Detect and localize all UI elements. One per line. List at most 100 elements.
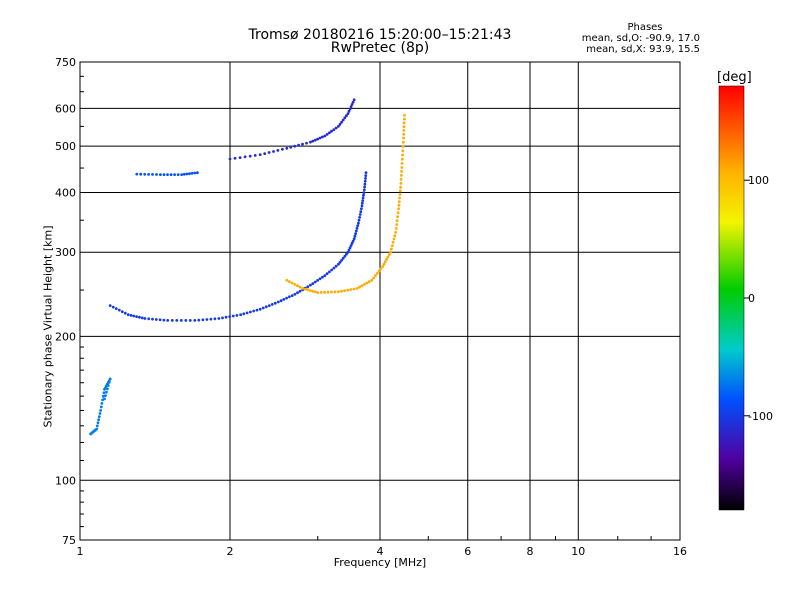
data-point xyxy=(365,281,369,285)
data-point xyxy=(243,155,247,159)
y-tick-label: 750 xyxy=(55,56,76,69)
data-point xyxy=(352,287,356,291)
data-point xyxy=(285,278,289,282)
data-point xyxy=(396,215,399,219)
data-point xyxy=(179,319,183,322)
data-point xyxy=(123,311,127,315)
data-point xyxy=(242,312,246,316)
data-point xyxy=(158,318,162,322)
data-point xyxy=(340,289,343,293)
data-point xyxy=(188,319,192,322)
data-point xyxy=(343,116,347,120)
data-point xyxy=(309,140,312,144)
data-point xyxy=(311,139,315,143)
data-point xyxy=(338,260,342,264)
data-point xyxy=(182,172,186,176)
data-point xyxy=(398,196,401,200)
y-tick-label: 75 xyxy=(62,534,76,547)
data-point xyxy=(355,287,359,290)
y-tick-label: 200 xyxy=(55,330,76,343)
data-point xyxy=(358,213,362,216)
data-point xyxy=(264,305,268,309)
data-point xyxy=(184,319,188,322)
data-point xyxy=(147,317,151,321)
data-point xyxy=(325,272,329,276)
data-point xyxy=(143,172,147,176)
data-point xyxy=(155,173,158,176)
data-point xyxy=(348,107,352,111)
data-point xyxy=(345,114,348,118)
chart-title: Tromsø 20180216 15:20:00–15:21:43 xyxy=(248,27,512,43)
data-point xyxy=(323,274,327,277)
data-point xyxy=(135,315,139,318)
data-point xyxy=(403,114,406,117)
data-point xyxy=(221,316,224,320)
data-point xyxy=(261,306,265,310)
data-point xyxy=(358,216,361,219)
data-point xyxy=(328,270,331,274)
y-tick-label: 300 xyxy=(55,246,76,259)
data-point xyxy=(176,173,180,177)
data-point xyxy=(147,173,151,176)
data-point xyxy=(401,149,405,153)
data-point xyxy=(101,394,105,398)
data-point xyxy=(235,314,239,317)
data-point xyxy=(353,234,357,238)
data-point xyxy=(337,290,340,294)
data-point xyxy=(309,283,312,287)
data-point xyxy=(334,126,338,130)
data-point xyxy=(332,266,336,270)
data-point xyxy=(139,172,143,176)
data-point xyxy=(238,156,242,160)
data-point xyxy=(205,318,209,321)
data-point xyxy=(129,314,133,317)
data-point xyxy=(258,153,262,157)
data-point xyxy=(313,280,317,284)
data-point xyxy=(103,397,106,401)
data-point xyxy=(397,203,401,207)
data-point xyxy=(180,173,184,177)
data-point xyxy=(276,149,280,152)
data-point xyxy=(347,248,351,252)
data-point xyxy=(252,309,256,313)
data-point xyxy=(358,285,361,289)
data-point xyxy=(396,211,400,215)
data-point xyxy=(209,317,213,321)
data-point xyxy=(111,305,115,309)
data-point xyxy=(249,310,252,314)
data-point xyxy=(330,290,333,294)
data-point xyxy=(330,268,333,272)
data-point xyxy=(224,315,228,319)
x-tick-label: 6 xyxy=(464,545,471,558)
data-point xyxy=(99,409,102,412)
data-point xyxy=(349,288,353,291)
data-point xyxy=(370,278,374,282)
data-point xyxy=(395,219,399,223)
data-point xyxy=(138,315,141,319)
data-point xyxy=(318,136,322,140)
data-point xyxy=(313,138,317,142)
data-point xyxy=(399,178,403,181)
x-tick-labels: 1 2 4 6 8 10 16 xyxy=(77,545,688,558)
data-point xyxy=(285,146,289,150)
data-point xyxy=(379,267,383,271)
data-point xyxy=(188,172,191,176)
data-point xyxy=(385,258,388,261)
stats-heading: Phases xyxy=(627,22,663,33)
data-point xyxy=(359,210,363,214)
data-point xyxy=(154,318,158,321)
data-point xyxy=(400,166,404,169)
data-point xyxy=(325,133,329,136)
data-point xyxy=(362,191,366,195)
data-point xyxy=(362,188,366,192)
data-point xyxy=(332,128,336,132)
data-point xyxy=(185,172,189,176)
data-point xyxy=(402,129,406,132)
data-point xyxy=(248,154,252,158)
x-tick-label: 10 xyxy=(571,545,585,558)
data-point xyxy=(321,275,324,279)
data-point xyxy=(316,137,319,141)
y-tick-label: 100 xyxy=(55,474,76,487)
data-point xyxy=(95,427,99,431)
data-point xyxy=(126,313,130,317)
